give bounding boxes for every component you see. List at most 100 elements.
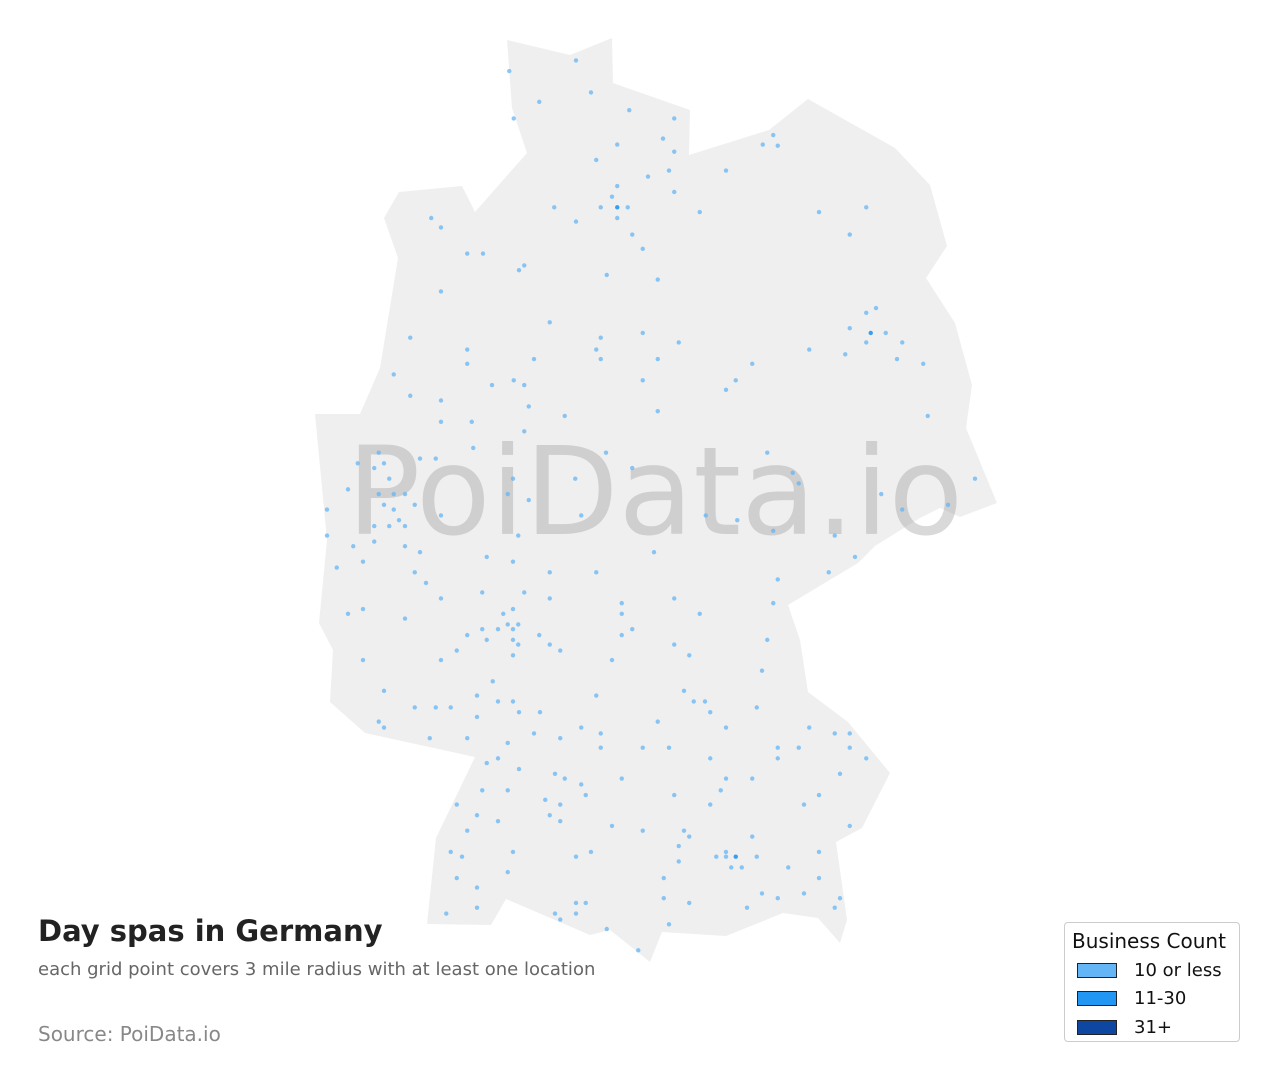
grid-point [495, 699, 501, 704]
grid-point [454, 875, 459, 881]
grid-point [474, 813, 480, 818]
grid-point [573, 219, 579, 224]
grid-point [526, 404, 531, 409]
grid-point [619, 632, 624, 638]
grid-point [750, 776, 755, 781]
grid-point [598, 356, 603, 362]
grid-point [547, 596, 552, 601]
grid-point [355, 461, 360, 466]
grid-point [334, 565, 339, 570]
grid-point [516, 766, 522, 772]
grid-point [372, 539, 377, 544]
grid-point [651, 549, 657, 555]
grid-point [843, 352, 848, 357]
legend-swatch [1077, 990, 1117, 1006]
grid-point [733, 854, 738, 859]
grid-point [511, 116, 516, 121]
grid-point [474, 905, 480, 910]
grid-point [522, 382, 527, 388]
grid-point [837, 771, 843, 776]
grid-point [733, 378, 738, 383]
grid-point [790, 470, 795, 475]
grid-point [573, 900, 579, 906]
grid-point [864, 205, 869, 210]
grid-point [345, 487, 351, 492]
grid-point [723, 725, 729, 730]
grid-point [661, 875, 666, 881]
grid-point [640, 378, 645, 383]
grid-point [465, 361, 470, 366]
grid-point [832, 731, 837, 736]
grid-point [691, 699, 696, 704]
grid-point [495, 627, 501, 632]
legend: Business Count 10 or less 11-30 31+ [1064, 922, 1240, 1042]
grid-point [408, 335, 413, 340]
grid-point [655, 277, 660, 282]
grid-point [771, 528, 776, 534]
map-subtitle: each grid point covers 3 mile radius wit… [38, 959, 596, 980]
grid-point [505, 491, 510, 497]
grid-point [480, 627, 485, 632]
grid-point [609, 194, 615, 199]
grid-point [510, 637, 516, 643]
grid-point [474, 885, 480, 890]
grid-point [598, 731, 603, 736]
grid-point [427, 736, 432, 741]
grid-point [759, 891, 765, 896]
grid-point [708, 756, 713, 761]
grid-point [387, 476, 392, 481]
grid-point [547, 570, 552, 575]
grid-point [526, 497, 531, 503]
grid-point [672, 149, 677, 154]
grid-point [687, 834, 692, 839]
grid-point [505, 740, 510, 746]
grid-point [429, 215, 434, 221]
grid-point [433, 705, 438, 710]
grid-point [376, 719, 381, 724]
grid-point [417, 549, 423, 555]
grid-point [615, 205, 620, 210]
grid-point [816, 209, 822, 215]
grid-point [448, 849, 453, 855]
grid-point [852, 554, 858, 560]
grid-point [832, 905, 837, 910]
grid-point [723, 168, 729, 173]
grid-point [558, 818, 563, 824]
grid-point [826, 570, 831, 575]
grid-point [412, 502, 417, 507]
grid-point [417, 456, 423, 461]
grid-point [511, 378, 516, 383]
grid-point [640, 330, 645, 336]
grid-point [672, 642, 677, 647]
grid-point [360, 657, 366, 663]
grid-point [480, 590, 485, 595]
grid-point [552, 771, 558, 776]
grid-point [376, 450, 381, 455]
legend-label: 31+ [1134, 1016, 1172, 1038]
grid-point [765, 450, 770, 455]
legend-label: 11-30 [1134, 987, 1187, 1009]
grid-point [598, 205, 603, 210]
grid-point [579, 782, 584, 787]
grid-point [816, 849, 822, 855]
grid-point [516, 533, 521, 538]
grid-point [372, 465, 377, 471]
grid-point [573, 476, 578, 481]
grid-point [775, 577, 780, 582]
grid-point [625, 205, 630, 210]
grid-point [531, 356, 537, 362]
grid-point [562, 413, 567, 419]
grid-point [507, 68, 512, 74]
grid-point [484, 637, 489, 643]
grid-point [697, 611, 702, 616]
legend-item-mid: 11-30 [1077, 987, 1186, 1009]
grid-point [630, 627, 635, 632]
grid-point [376, 491, 381, 497]
grid-point [402, 544, 408, 549]
grid-point [609, 823, 615, 829]
legend-title: Business Count [1072, 929, 1226, 953]
legend-item-high: 31+ [1077, 1016, 1172, 1038]
grid-point [771, 600, 776, 606]
grid-point [516, 622, 521, 627]
grid-point [645, 174, 651, 179]
